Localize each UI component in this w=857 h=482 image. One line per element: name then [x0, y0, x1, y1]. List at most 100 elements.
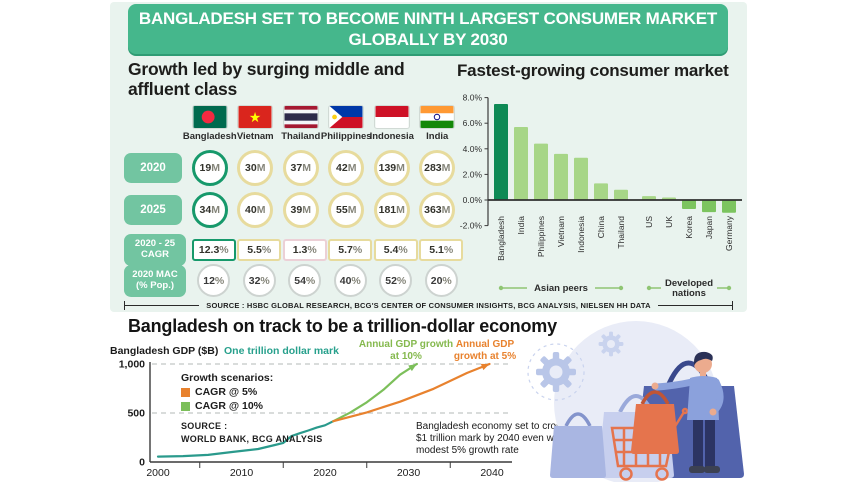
bar-germany: [722, 200, 736, 213]
gdp-chart-source: SOURCE : WORLD BANK, BCG ANALYSIS: [181, 420, 323, 445]
country-header-thailand: Thailand: [278, 105, 324, 142]
country-header-india: India: [415, 105, 461, 142]
metric-cell: 40%: [328, 264, 374, 297]
metric-cell: 52%: [373, 264, 419, 297]
metric-cell: 139 M: [369, 150, 415, 186]
bar-label: Vietnam: [556, 216, 566, 247]
metric-value: 40 M: [237, 192, 274, 228]
metric-value: 20%: [424, 264, 458, 297]
metric-value: 139 M: [373, 150, 410, 186]
gdp-line-chart: 0 500 1,000 2000 2010 2020 2030 2040: [119, 359, 512, 479]
metric-cell: 30 M: [233, 150, 279, 186]
country-comparison-table: Bangladesh ★ Vietnam Thailand Philippines Ind…: [124, 105, 465, 302]
bar-us: [642, 196, 656, 200]
svg-text:2010: 2010: [230, 467, 254, 479]
metric-value: 40%: [333, 264, 367, 297]
metric-value: 363 M: [419, 192, 456, 228]
metric-cell: 42 M: [324, 150, 370, 186]
growth-10-callout: Annual GDP growth at 10%: [358, 339, 454, 362]
gdp-annotation: Bangladesh economy set to cross $1 trill…: [416, 421, 573, 457]
flag-icon-thailand: [282, 105, 319, 129]
metric-cell: 55 M: [324, 192, 370, 228]
series-cagr-10-: [332, 362, 418, 423]
gdp-source-line2: WORLD BANK, BCG ANALYSIS: [181, 433, 323, 444]
consumer-market-panel: BANGLADESH SET TO BECOME NINTH LARGEST C…: [110, 2, 747, 312]
series-historical-gdp: [156, 420, 335, 458]
shopping-bag-orange: [631, 390, 679, 454]
bar-vietnam: [554, 153, 568, 200]
metric-cell: 37 M: [278, 150, 324, 186]
metric-value: 283 M: [419, 150, 456, 186]
svg-text:2000: 2000: [146, 467, 170, 479]
country-name: Vietnam: [236, 131, 274, 142]
metric-value: 34 M: [191, 192, 228, 228]
row-label: 2020: [124, 153, 182, 183]
group-label: Asian peers: [534, 283, 588, 294]
metric-cell: 34 M: [187, 192, 233, 228]
bar-indonesia: [574, 157, 588, 200]
group-label: Developed nations: [665, 278, 713, 299]
metric-value: 12.3%: [191, 239, 236, 261]
bar-philippines: [534, 143, 548, 200]
legend-item: CAGR @ 10%: [181, 400, 273, 412]
metric-cell: 12.3%: [191, 239, 237, 261]
table-row-0: 2020 19 M 30 M 37 M 42 M 139 M 283 M: [124, 150, 464, 186]
bar-label: UK: [664, 216, 674, 228]
legend-label: CAGR @ 10%: [195, 400, 264, 412]
metric-value: 5.5%: [237, 239, 282, 261]
bar-label: Korea: [684, 216, 694, 239]
flag-icon-vietnam: ★: [237, 105, 274, 129]
shopping-bag-small: [550, 412, 606, 478]
legend-title: Growth scenarios:: [181, 372, 274, 384]
svg-text:0: 0: [139, 457, 145, 469]
bar-label: Indonesia: [576, 216, 586, 253]
bar-india: [514, 127, 528, 200]
svg-text:0.0%: 0.0%: [463, 195, 483, 205]
bar-label: US: [644, 216, 654, 228]
gdp-chart-title: Bangladesh on track to be a trillion-dol…: [128, 316, 557, 336]
flag-icon-indonesia: [373, 105, 410, 129]
flag-icon-bangladesh: [191, 105, 228, 129]
shopping-illustration: [527, 321, 744, 482]
metric-cell: 39 M: [278, 192, 324, 228]
bar-bangladesh: [494, 104, 508, 200]
metric-cell: 54%: [282, 264, 328, 297]
panel-source-text: SOURCE : HSBC GLOBAL RESEARCH, BCG'S CEN…: [206, 301, 651, 310]
svg-text:2040: 2040: [480, 467, 504, 479]
metric-value: 19 M: [191, 150, 228, 186]
metric-value: 52%: [379, 264, 413, 297]
row-label: 2025: [124, 195, 182, 225]
svg-text:1,000: 1,000: [119, 359, 145, 371]
metric-cell: 283 M: [415, 150, 461, 186]
country-header-philippines: Philippines: [321, 105, 372, 142]
bar-china: [594, 183, 608, 200]
country-name: India: [426, 131, 449, 142]
svg-text:6.0%: 6.0%: [463, 118, 483, 128]
source-rule-left: [124, 301, 200, 310]
country-name: Indonesia: [369, 131, 414, 142]
svg-text:2.0%: 2.0%: [463, 169, 483, 179]
metric-cell: 20%: [419, 264, 465, 297]
bar-japan: [702, 200, 716, 213]
bar-thailand: [614, 189, 628, 200]
metric-value: 30 M: [237, 150, 274, 186]
metric-cell: 12%: [191, 264, 237, 297]
person-figure: [651, 351, 724, 473]
metric-value: 54%: [288, 264, 322, 297]
metric-value: 181 M: [373, 192, 410, 228]
metric-cell: 5.7%: [328, 239, 374, 261]
fastest-growing-bar-chart: 8.0% 6.0% 4.0% 2.0% 0.0% -2.0% Bangladesh India…: [460, 93, 742, 299]
country-name: Thailand: [281, 131, 321, 142]
growth-5-callout: Annual GDP growth at 5%: [453, 339, 517, 362]
metric-value: 12%: [197, 264, 231, 297]
svg-text:-2.0%: -2.0%: [460, 221, 483, 231]
flag-icon-philippines: [328, 105, 365, 129]
bar-label: China: [596, 216, 606, 238]
legend-swatch: [181, 401, 190, 411]
country-header-vietnam: ★ Vietnam: [233, 105, 279, 142]
metric-cell: 19 M: [187, 150, 233, 186]
legend-swatch: [181, 387, 190, 397]
metric-cell: 32%: [237, 264, 283, 297]
bar-label: Thailand: [616, 216, 626, 249]
